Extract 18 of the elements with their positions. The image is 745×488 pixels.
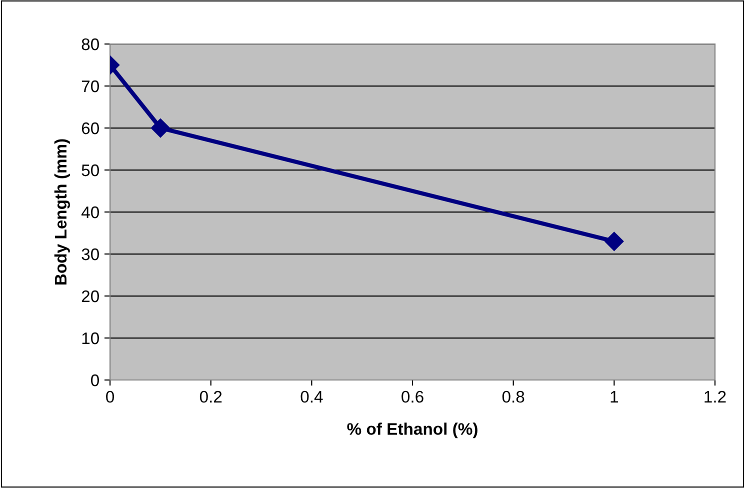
y-tick-label: 70	[82, 80, 99, 92]
y-tick-label: 10	[82, 332, 99, 344]
x-tick-label: 1	[610, 391, 618, 402]
y-tick-label: 20	[82, 290, 99, 302]
x-tick-label: 1.2	[704, 390, 726, 402]
y-tick-label: 0	[91, 374, 99, 386]
y-tick-label: 60	[82, 122, 99, 134]
x-axis-title: % of Ethanol (%)	[347, 422, 478, 438]
x-tick-label: 0.6	[402, 390, 424, 403]
y-tick-label: 50	[82, 164, 99, 176]
x-tick-label: 0.4	[300, 390, 323, 403]
x-tick-label: 0	[106, 390, 114, 403]
y-axis-title: Body Length (mm)	[54, 139, 70, 284]
y-tick-label: 40	[81, 206, 99, 218]
x-tick-label: 0.2	[200, 390, 222, 403]
x-tick-label: 0.8	[502, 390, 524, 403]
y-tick-label: 80	[82, 38, 99, 50]
y-tick-label: 30	[82, 248, 99, 260]
